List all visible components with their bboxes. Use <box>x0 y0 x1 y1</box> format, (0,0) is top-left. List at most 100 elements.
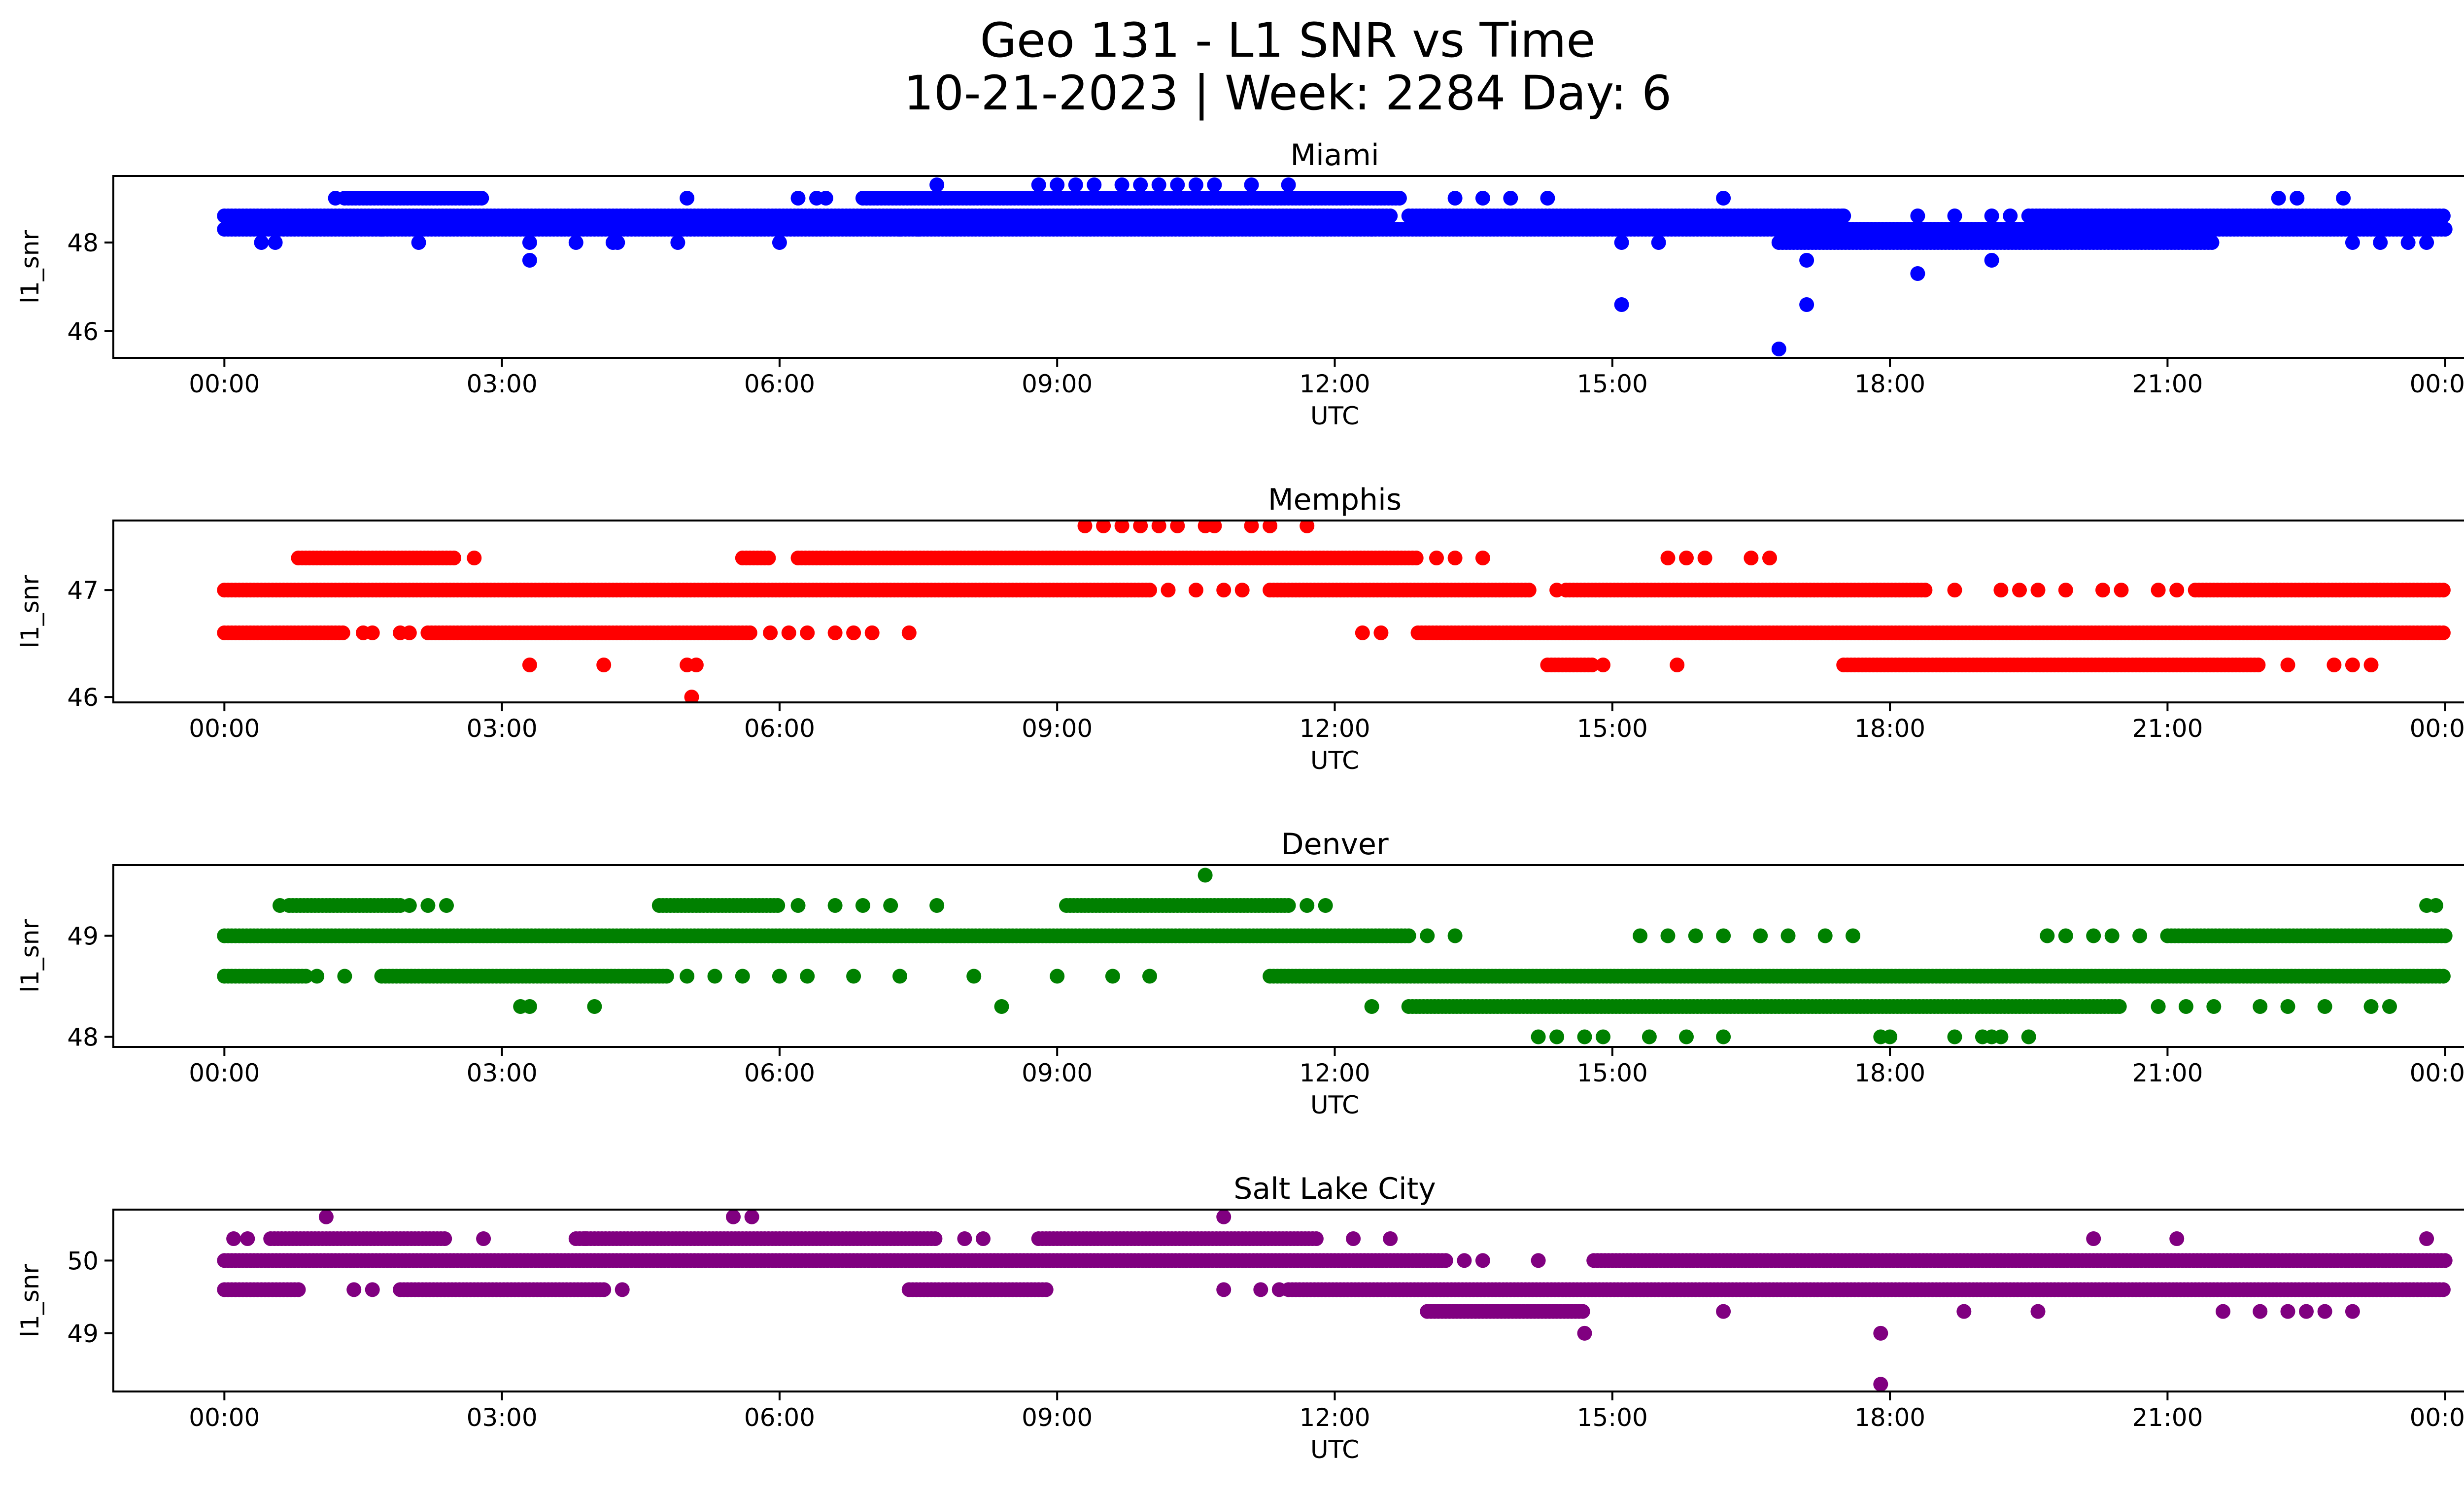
x-tick-label: 18:00 <box>1854 714 1925 743</box>
data-point <box>328 191 343 206</box>
data-point <box>1207 177 1222 192</box>
data-point <box>1521 583 1537 598</box>
data-point <box>2373 235 2388 250</box>
data-point <box>1447 551 1463 565</box>
data-point <box>411 222 426 237</box>
data-point <box>929 177 945 192</box>
data-point <box>2382 999 2397 1014</box>
data-point <box>1577 1029 1592 1044</box>
data-point <box>2169 583 2185 598</box>
data-point <box>1540 191 1555 206</box>
data-point <box>688 658 704 672</box>
x-tick-label: 15:00 <box>1577 714 1648 743</box>
data-point <box>864 625 880 640</box>
data-point <box>1263 521 1278 533</box>
x-axis-label: UTC <box>1310 1091 1359 1119</box>
x-tick-label: 21:00 <box>2132 1059 2203 1087</box>
data-point <box>2437 222 2453 237</box>
panel-title: Miami <box>1290 138 1379 173</box>
data-point <box>1151 521 1166 533</box>
data-point <box>1762 551 1777 565</box>
data-point <box>1031 177 1046 192</box>
data-point <box>365 625 380 640</box>
data-point <box>2058 928 2073 943</box>
data-point <box>1364 222 1379 237</box>
panel-salt-lake-city: 00:00 03:00 06:00 09:00 12:00 15:00 18:00 21:00… <box>16 1172 2464 1464</box>
data-point <box>2400 235 2416 250</box>
data-point <box>1584 658 1600 672</box>
axes-frame <box>112 864 2464 1048</box>
data-point <box>291 1282 306 1297</box>
data-point <box>1114 177 1129 192</box>
panel-miami: 00:00 03:00 06:00 09:00 12:00 15:00 18:00 21:00… <box>16 138 2464 430</box>
x-tick-label: 03:00 <box>467 370 538 398</box>
data-point <box>1688 928 1703 943</box>
data-point <box>1531 1029 1546 1044</box>
data-point <box>2271 191 2286 206</box>
data-point <box>1151 177 1166 192</box>
data-point <box>929 898 945 913</box>
data-point <box>1984 209 1999 223</box>
x-tick-label: 00:00 <box>2410 1059 2464 1087</box>
data-point <box>684 690 699 702</box>
data-point <box>770 898 786 913</box>
data-point <box>1244 521 1259 533</box>
data-point <box>761 551 776 565</box>
data-point <box>1799 297 1814 312</box>
data-point <box>1799 253 1814 268</box>
data-point <box>1549 583 1565 598</box>
data-point <box>2151 583 2166 598</box>
data-point <box>273 898 287 913</box>
data-point <box>680 191 695 206</box>
data-point <box>2114 583 2129 598</box>
data-point <box>374 222 389 237</box>
data-point <box>2003 209 2018 223</box>
data-point <box>439 898 454 913</box>
data-point <box>1771 342 1786 356</box>
data-point <box>818 191 833 206</box>
data-point <box>254 235 269 250</box>
data-point <box>1142 969 1157 984</box>
panel-memphis: 00:00 03:00 06:00 09:00 12:00 15:00 18:00 21:00… <box>16 483 2464 775</box>
data-point <box>1679 1029 1694 1044</box>
data-point <box>892 222 907 237</box>
data-point <box>2040 928 2055 943</box>
data-point <box>1917 583 1933 598</box>
data-point <box>1318 898 1333 913</box>
data-point <box>2435 209 2451 223</box>
data-point <box>298 969 313 984</box>
data-point <box>2363 999 2379 1014</box>
data-point <box>2251 658 2266 672</box>
data-point <box>1068 177 1083 192</box>
data-point <box>1234 583 1250 598</box>
x-tick-label: 15:00 <box>1577 370 1648 398</box>
data-point <box>1447 928 1463 943</box>
data-point <box>790 898 806 913</box>
data-point <box>1133 521 1148 533</box>
data-point <box>2345 658 2360 672</box>
data-point <box>411 235 426 250</box>
data-point <box>1373 625 1389 640</box>
data-point <box>2086 928 2101 943</box>
panel-title: Memphis <box>1268 483 1402 517</box>
x-tick-label: 00:00 <box>2410 370 2464 398</box>
data-point <box>1993 1029 2009 1044</box>
data-point <box>1614 297 1629 312</box>
data-point <box>1142 583 1157 598</box>
data-point <box>2280 658 2295 672</box>
data-point <box>268 235 283 250</box>
data-point <box>1836 209 1851 223</box>
data-point <box>1910 209 1925 223</box>
data-point <box>1993 583 2009 598</box>
data-point <box>587 999 602 1014</box>
data-point <box>2437 1253 2453 1268</box>
data-point <box>337 969 352 984</box>
data-point <box>2419 235 2434 250</box>
data-point <box>742 625 757 640</box>
data-point <box>1660 551 1676 565</box>
data-point <box>1947 1029 1962 1044</box>
data-point <box>2435 625 2451 640</box>
data-point <box>1114 521 1129 533</box>
data-point <box>1188 583 1203 598</box>
